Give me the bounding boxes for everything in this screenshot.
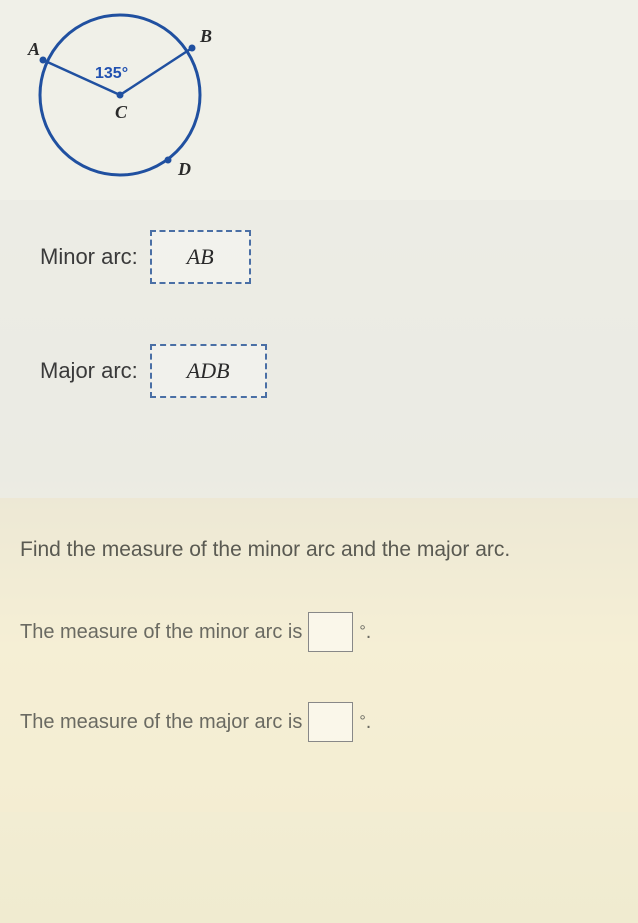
major-arc-label: Major arc: [40,358,138,384]
label-B: B [199,26,212,46]
point-A-dot [40,57,47,64]
minor-measure-prompt: The measure of the minor arc is [20,621,302,644]
period: . [366,711,372,734]
label-D: D [177,159,191,179]
point-B-dot [189,45,196,52]
label-A: A [27,39,40,59]
point-C-dot [117,92,124,99]
major-measure-row: The measure of the major arc is ° . [20,702,618,742]
minor-arc-answer-box[interactable]: AB [150,230,251,284]
minor-measure-input[interactable] [308,612,353,652]
geometry-svg: A B C D 135° [20,0,240,200]
major-measure-prompt: The measure of the major arc is [20,711,302,734]
radius-CB [120,48,192,95]
major-arc-row: Major arc: ADB [40,344,618,398]
major-measure-input[interactable] [308,702,353,742]
arc-identification-section: Minor arc: AB Major arc: ADB [0,200,638,498]
circle-diagram: A B C D 135° [0,0,638,200]
instruction-text: Find the measure of the minor arc and th… [20,538,618,562]
label-C: C [115,102,128,122]
measure-section: Find the measure of the minor arc and th… [0,498,638,812]
period: . [366,621,372,644]
point-D-dot [165,157,172,164]
minor-arc-row: Minor arc: AB [40,230,618,284]
minor-measure-row: The measure of the minor arc is ° . [20,612,618,652]
major-arc-answer-box[interactable]: ADB [150,344,267,398]
angle-label: 135° [95,65,128,82]
minor-arc-label: Minor arc: [40,244,138,270]
